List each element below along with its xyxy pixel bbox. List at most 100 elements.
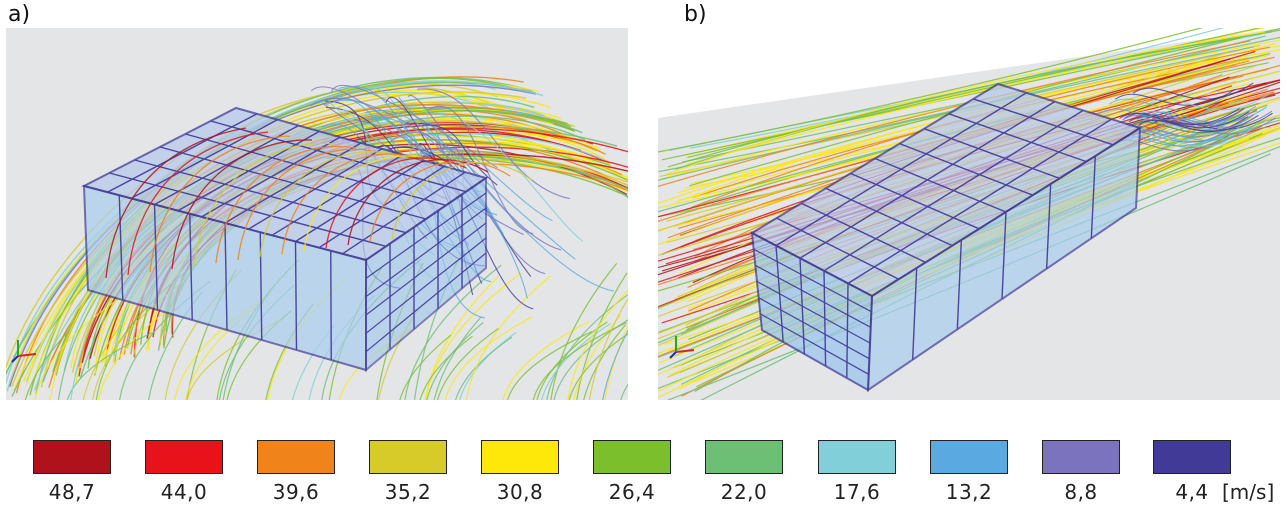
- streamline: [391, 162, 533, 240]
- panel-b-streamline-view: [658, 28, 1280, 400]
- legend-value: 35,2: [384, 480, 432, 504]
- panel-b-streamline-image: [658, 28, 1280, 400]
- wall-rail: [365, 252, 487, 353]
- streamline: [588, 297, 628, 400]
- streamline: [443, 146, 615, 292]
- axis-z-icon: [669, 351, 677, 359]
- streamline: [404, 264, 502, 400]
- panel-a-label: a): [8, 2, 31, 27]
- streamline: [1135, 123, 1256, 141]
- legend-value: 17,6: [833, 480, 881, 504]
- panel-b-label: b): [684, 2, 707, 27]
- legend-swatch: [33, 440, 111, 474]
- streamline: [576, 272, 628, 400]
- streamline: [66, 331, 155, 400]
- axis-z-icon: [11, 355, 19, 363]
- axis-x-icon: [675, 349, 695, 353]
- streamline: [1130, 129, 1251, 147]
- wall-column: [189, 213, 193, 321]
- streamline: [259, 151, 401, 258]
- legend-swatch: [1042, 440, 1120, 474]
- legend-value: 13,2: [945, 480, 993, 504]
- streamline: [444, 316, 532, 400]
- legend-item: 8,8: [1042, 440, 1122, 504]
- wall-column: [956, 239, 963, 330]
- legend-item: 39,6: [257, 440, 337, 504]
- legend-value: 48,7: [48, 480, 96, 504]
- legend-value: 39,6: [272, 480, 320, 504]
- streamline: [127, 131, 269, 276]
- streamline: [1133, 114, 1255, 132]
- wall-rail: [753, 248, 872, 313]
- streamline: [1098, 103, 1220, 121]
- streamline: [1114, 88, 1236, 106]
- streamline: [681, 36, 1280, 163]
- wall-rail: [758, 297, 870, 360]
- streamline: [424, 276, 499, 400]
- legend-swatch: [481, 440, 559, 474]
- legend-value: 8,8: [1064, 480, 1098, 504]
- legend-item: 22,0: [705, 440, 785, 504]
- streamline: [658, 28, 1204, 153]
- streamline: [567, 289, 628, 400]
- streamline: [433, 316, 482, 400]
- streamline: [24, 332, 68, 400]
- legend-unit: [m/s]: [1222, 480, 1275, 504]
- legend-swatch: [369, 440, 447, 474]
- streamline: [399, 334, 452, 400]
- streamline: [347, 159, 489, 246]
- streamline: [507, 331, 593, 400]
- streamline: [105, 127, 247, 279]
- streamline: [34, 296, 122, 400]
- streamline: [1138, 114, 1259, 132]
- legend-swatch: [593, 440, 671, 474]
- roof-frame-line: [775, 92, 1027, 247]
- legend-item: 30,8: [481, 440, 561, 504]
- streamline: [1128, 111, 1250, 129]
- roof-frame-line: [923, 128, 1060, 180]
- legend-item: 35,2: [369, 440, 449, 504]
- roof-frame-line: [847, 118, 1112, 284]
- roof-frame-line: [799, 101, 1056, 259]
- wall-column: [153, 204, 159, 311]
- streamline: [541, 323, 611, 400]
- legend-value: 30,8: [496, 480, 544, 504]
- streamline: [193, 142, 335, 267]
- roof-frame-line: [134, 159, 407, 234]
- streamline: [1148, 93, 1270, 111]
- streamline: [536, 321, 608, 400]
- wall-rail: [365, 207, 487, 298]
- axis-triad-icon: [669, 336, 695, 359]
- wall-column: [1045, 183, 1052, 269]
- velocity-legend: [m/s] 48,7 44,0 39,6 35,2 30,8 26,4 22,0 17,6 13…: [0, 440, 1286, 519]
- streamline: [215, 145, 357, 264]
- streamline: [465, 274, 552, 400]
- streamline: [404, 120, 553, 222]
- panel-a-streamline-image: [6, 76, 628, 400]
- legend-swatch: [145, 440, 223, 474]
- wall-rail: [755, 264, 871, 328]
- wall-rail: [756, 280, 871, 344]
- roof-frame-line: [948, 113, 1087, 163]
- streamline: [1109, 93, 1230, 111]
- wall-column: [1001, 211, 1007, 300]
- roof-frame-line: [973, 98, 1114, 146]
- streamline: [666, 31, 1266, 175]
- panel-a-streamline-view: [6, 28, 628, 400]
- wall-rail: [365, 222, 487, 316]
- legend-swatch: [257, 440, 335, 474]
- roof-frame-line: [825, 187, 953, 247]
- streamline: [237, 148, 379, 261]
- legend-swatch: [1153, 440, 1231, 474]
- building: [81, 106, 489, 373]
- wall-rail: [365, 237, 487, 334]
- roof-frame-line: [159, 146, 427, 220]
- legend-item: 48,7: [33, 440, 113, 504]
- wall-column: [330, 250, 332, 361]
- axis-x-icon: [17, 353, 37, 357]
- legend-value: 22,0: [720, 480, 768, 504]
- streamline: [438, 113, 584, 242]
- legend-swatch: [930, 440, 1008, 474]
- wall-column: [911, 267, 918, 360]
- legend-item: 44,0: [145, 440, 225, 504]
